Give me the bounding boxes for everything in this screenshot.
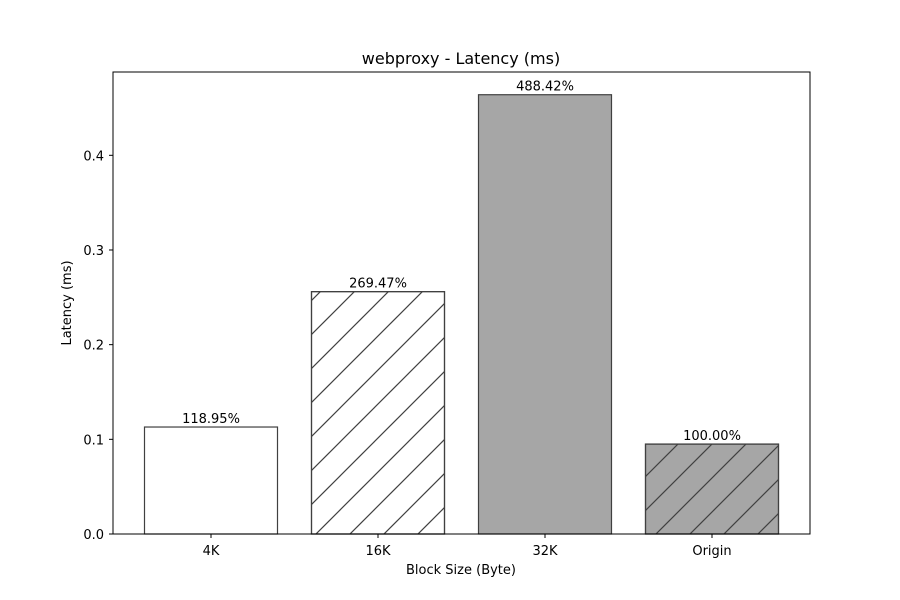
bar-hatch-16k [310, 291, 446, 535]
y-axis-label: Latency (ms) [60, 260, 75, 345]
y-tick-label: 0.3 [83, 244, 104, 259]
x-tick-label-32k: 32K [532, 544, 558, 559]
y-tick-label: 0.4 [83, 149, 104, 164]
y-tick-label: 0.0 [83, 528, 104, 543]
x-tick-label-origin: Origin [692, 544, 731, 559]
data-label-32k: 488.42% [516, 80, 574, 95]
bars-group [143, 94, 780, 535]
data-label-4k: 118.95% [182, 412, 240, 427]
x-axis-label: Block Size (Byte) [406, 563, 516, 578]
x-tick-label-4k: 4K [203, 544, 220, 559]
y-axis: 0.0 0.1 0.2 0.3 0.4 [83, 149, 113, 543]
x-tick-label-16k: 16K [365, 544, 391, 559]
y-tick-label: 0.2 [83, 339, 104, 354]
plot-area-frame [112, 71, 811, 535]
bar-32k [477, 94, 613, 535]
bar-4k [143, 426, 279, 535]
bar-hatch-origin [644, 443, 780, 535]
data-label-origin: 100.00% [683, 429, 741, 444]
x-axis: 4K 16K 32K Origin [203, 534, 732, 559]
chart-title: webproxy - Latency (ms) [362, 49, 560, 68]
data-labels-group: 118.95% 269.47% 488.42% 100.00% [182, 80, 741, 444]
y-tick-label: 0.1 [83, 433, 104, 448]
data-label-16k: 269.47% [349, 277, 407, 292]
